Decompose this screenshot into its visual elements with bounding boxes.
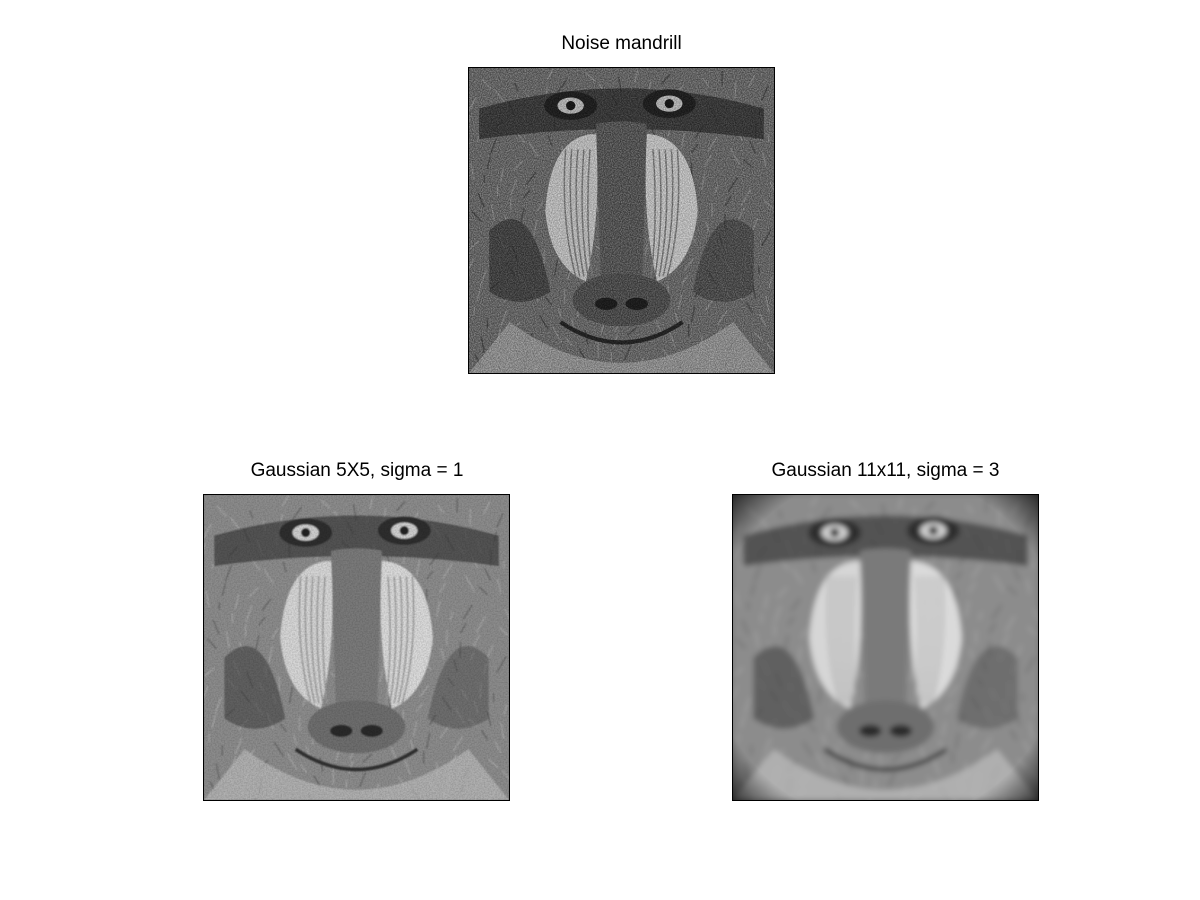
panel-title: Gaussian 11x11, sigma = 3 xyxy=(771,460,1000,481)
mandrill-image-gaussian-11x11 xyxy=(732,494,1039,801)
mandrill-image-gaussian-5x5 xyxy=(203,494,510,801)
panel-gaussian-5x5: Gaussian 5X5, sigma = 1 xyxy=(203,460,511,801)
panel-title: Gaussian 5X5, sigma = 1 xyxy=(250,460,464,481)
mandrill-image-noisy xyxy=(468,67,775,374)
panel-title: Noise mandrill xyxy=(561,33,682,54)
panel-gaussian-11x11: Gaussian 11x11, sigma = 3 xyxy=(732,460,1039,801)
panel-noise-mandrill: Noise mandrill xyxy=(468,33,775,375)
